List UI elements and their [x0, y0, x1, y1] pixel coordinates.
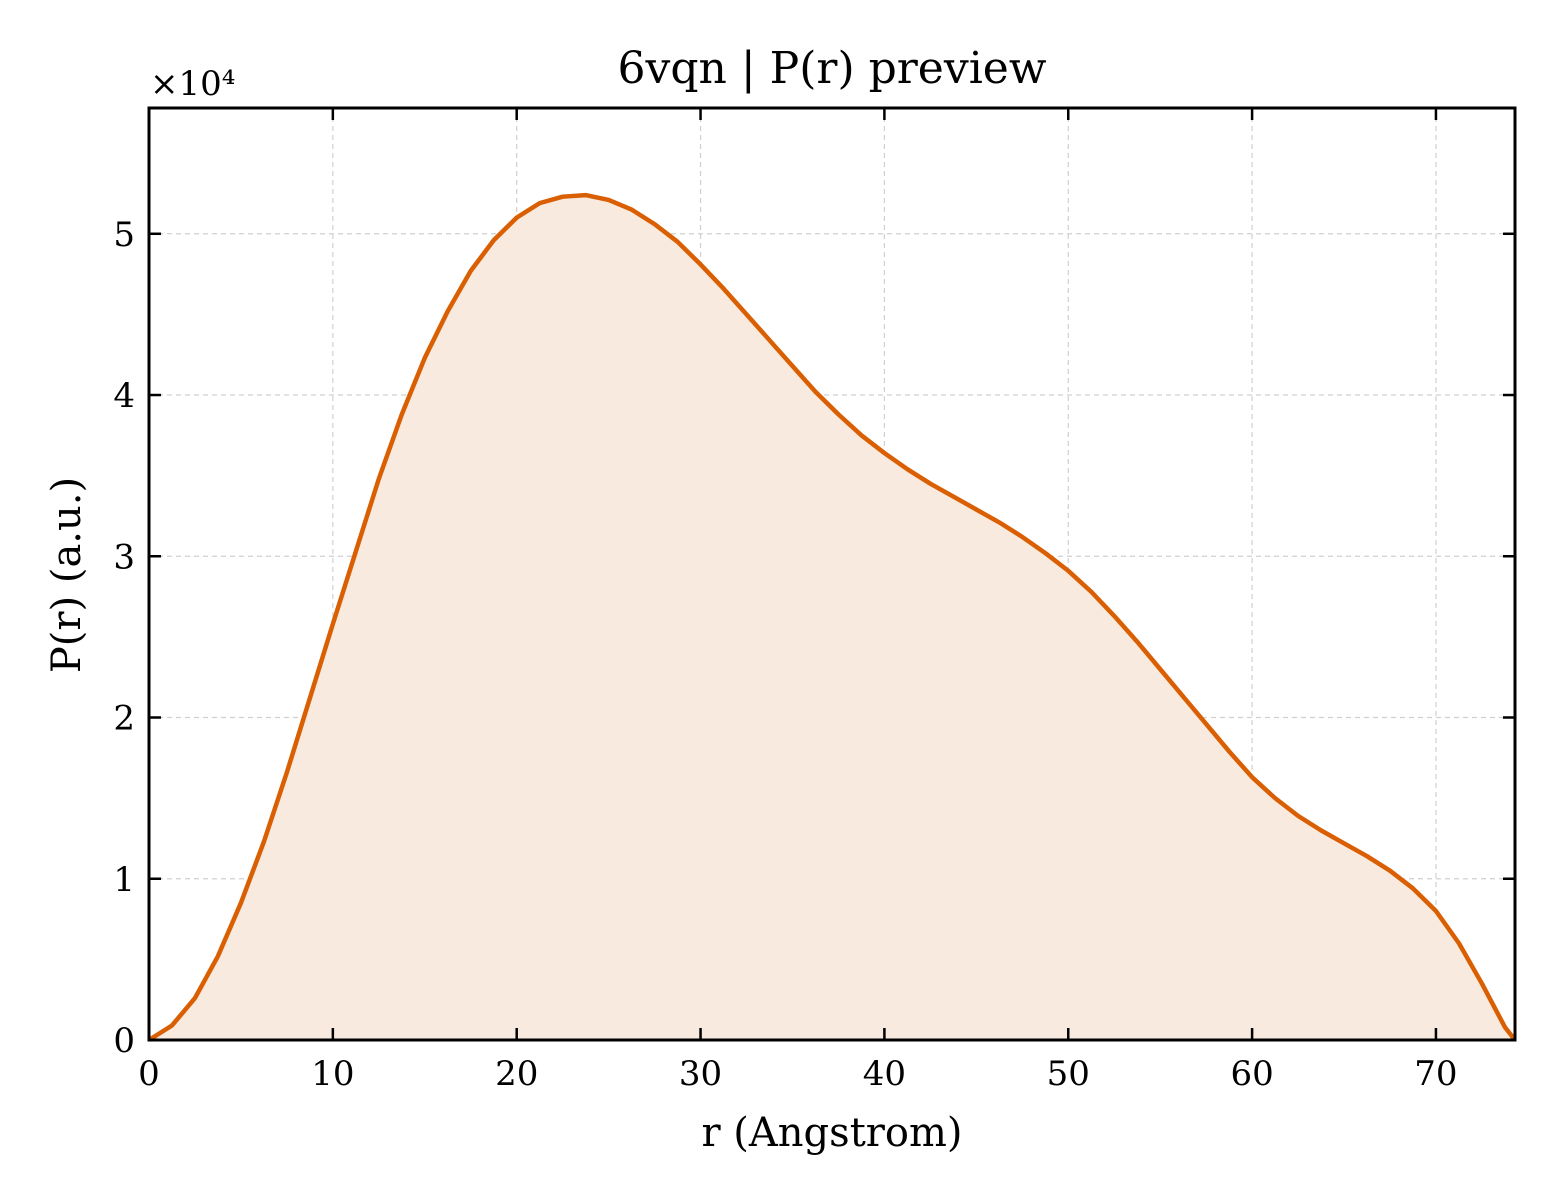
y-tick-label: 3 — [113, 537, 135, 577]
pr-area-fill — [149, 195, 1515, 1040]
y-tick-label: 1 — [113, 860, 135, 900]
y-axis-multiplier: ×10⁴ — [150, 64, 235, 104]
x-axis-label: r (Angstrom) — [701, 1110, 962, 1156]
x-tick-label: 0 — [138, 1054, 160, 1094]
x-tick-label: 50 — [1047, 1054, 1090, 1094]
plot-frame — [147, 106, 1517, 1042]
y-tick-label: 0 — [113, 1021, 135, 1061]
x-tick-label: 40 — [863, 1054, 906, 1094]
x-tick-label: 30 — [679, 1054, 722, 1094]
y-tick-label: 4 — [113, 376, 135, 416]
y-tick-label: 5 — [113, 215, 135, 255]
x-tick-label: 60 — [1230, 1054, 1273, 1094]
pr-series-line — [147, 192, 1517, 1042]
tick-labels-layer: 0 10 20 30 40 50 60 70 0 1 2 3 4 5 — [113, 215, 1457, 1094]
chart-title: 6vqn | P(r) preview — [618, 43, 1047, 94]
y-tick-label: 2 — [113, 699, 135, 739]
ticks-layer — [147, 108, 1515, 1042]
x-tick-label: 70 — [1414, 1054, 1457, 1094]
y-axis-label: P(r) (a.u.) — [44, 477, 90, 673]
x-tick-label: 10 — [311, 1054, 354, 1094]
x-tick-label: 20 — [495, 1054, 538, 1094]
